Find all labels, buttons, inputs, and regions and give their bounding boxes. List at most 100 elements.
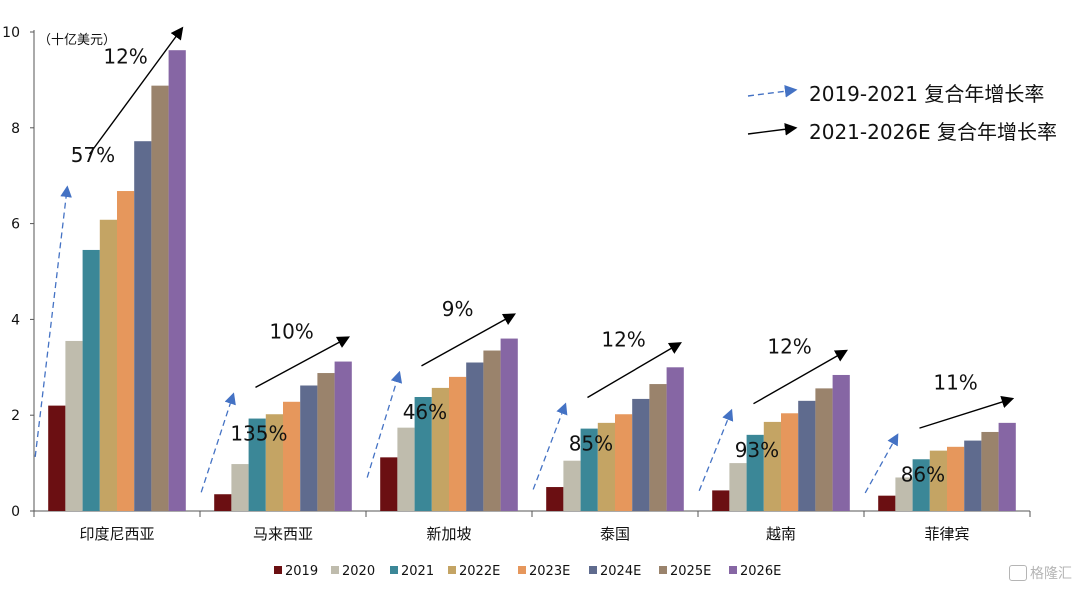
- y-tick-label: 8: [11, 121, 20, 137]
- legend-swatch: [390, 566, 398, 574]
- cagr-2019-2021-arrow: [366, 370, 403, 478]
- bar-2019-泰国: [546, 487, 564, 511]
- category-label: 泰国: [600, 525, 630, 543]
- bar-2021-菲律宾: [912, 459, 930, 511]
- bar-2023E-越南: [781, 413, 799, 511]
- bar-2025E-印度尼西亚: [151, 85, 169, 511]
- labels: 印度尼西亚 马来西亚 新加坡 泰国 越南 菲律宾 57% 12% 135% 10% 46% 9% 85%…: [71, 44, 978, 543]
- cagr-2021-2026e-label: 9%: [442, 297, 474, 321]
- cagr-2019-2021-label: 135%: [230, 422, 287, 446]
- cagr-2019-2021-arrow: [698, 408, 734, 492]
- y-tick-label: 6: [11, 217, 20, 233]
- cagr-2021-2026e-label: 12%: [601, 327, 645, 351]
- legend-label: 2025E: [670, 564, 711, 579]
- cagr-2019-2021-label: 46%: [403, 400, 447, 424]
- legend-label: 2022E: [459, 564, 500, 579]
- bar-2020-马来西亚: [231, 464, 249, 511]
- arrow-legend: 2019-2021 复合年增长率 2021-2026E 复合年增长率: [747, 82, 1057, 144]
- bar-2021-新加坡: [414, 396, 432, 511]
- legend-swatch: [448, 566, 456, 574]
- bar-2021-泰国: [580, 428, 598, 511]
- bar-2022E-菲律宾: [929, 450, 947, 511]
- bar-2023E-马来西亚: [283, 401, 301, 511]
- legend-label: 2019: [285, 564, 318, 579]
- y-tick-label: 2: [11, 408, 20, 424]
- bar-2026E-印度尼西亚: [168, 50, 186, 512]
- watermark-text: 格隆汇: [1030, 566, 1072, 582]
- bar-2023E-菲律宾: [947, 446, 965, 511]
- watermark: 格隆汇: [1009, 563, 1072, 583]
- legend-swatch: [274, 566, 282, 574]
- axes: 0 2 4 6 8 10: [2, 25, 1031, 520]
- bar-2026E-泰国: [666, 367, 684, 511]
- cagr-2021-2026e-arrow: [255, 336, 351, 389]
- bar-2020-泰国: [563, 460, 581, 511]
- unit-label: （十亿美元）: [38, 33, 116, 48]
- arrow-legend-label: 2019-2021 复合年增长率: [809, 82, 1044, 106]
- legend-swatch: [518, 566, 526, 574]
- cagr-2021-2026e-label: 12%: [767, 334, 811, 358]
- cagr-2019-2021-label: 57%: [71, 143, 115, 167]
- bar-2022E-马来西亚: [265, 414, 283, 511]
- bar-2022E-印度尼西亚: [99, 219, 117, 511]
- bar-2024E-菲律宾: [964, 440, 982, 511]
- bar-2023E-印度尼西亚: [117, 191, 135, 511]
- cagr-2021-2026e-label: 12%: [103, 44, 147, 68]
- bar-2022E-泰国: [597, 422, 615, 511]
- bar-2019-印度尼西亚: [48, 405, 66, 511]
- bars: [48, 50, 1016, 512]
- cagr-2019-2021-label: 85%: [569, 432, 613, 456]
- bar-2025E-菲律宾: [981, 431, 999, 511]
- bar-2024E-马来西亚: [300, 385, 318, 511]
- bar-2020-菲律宾: [895, 477, 913, 511]
- legend-swatch: [589, 566, 597, 574]
- bar-2026E-菲律宾: [998, 422, 1016, 511]
- bar-2019-马来西亚: [214, 494, 232, 511]
- bar-2019-菲律宾: [878, 495, 896, 511]
- cagr-2019-2021-arrow: [200, 392, 236, 493]
- legend-swatch: [729, 566, 737, 574]
- bar-2024E-泰国: [632, 398, 650, 511]
- category-label: 印度尼西亚: [79, 525, 154, 543]
- cagr-2021-2026e-arrow: [88, 26, 184, 155]
- legend-swatch: [659, 566, 667, 574]
- bar-2023E-泰国: [615, 414, 633, 511]
- cagr-2021-2026e-arrow: [421, 313, 517, 367]
- bar-2021-马来西亚: [248, 418, 266, 511]
- legend-label: 2026E: [740, 564, 781, 579]
- bar-2020-越南: [729, 463, 747, 511]
- y-tick-label: 0: [11, 504, 20, 520]
- bar-2022E-新加坡: [431, 387, 449, 511]
- bar-2019-新加坡: [380, 457, 398, 511]
- bar-2026E-马来西亚: [334, 361, 352, 511]
- legend-label: 2020: [342, 564, 375, 579]
- y-tick-label: 10: [2, 25, 20, 41]
- legend-swatch: [331, 566, 339, 574]
- cagr-arrows: [34, 26, 1015, 494]
- arrow-legend-symbol: [747, 85, 798, 98]
- series-legend: 2019 2020 2021 2022E 2023E 2024E 2025E 2026E: [274, 564, 781, 579]
- legend-label: 2024E: [600, 564, 641, 579]
- cagr-2021-2026e-arrow: [587, 342, 682, 399]
- watermark-logo-icon: [1009, 565, 1027, 581]
- legend-label: 2023E: [529, 564, 570, 579]
- bar-2025E-泰国: [649, 384, 667, 511]
- bar-2026E-越南: [832, 374, 850, 511]
- bar-2024E-新加坡: [466, 362, 484, 511]
- cagr-2019-2021-arrow: [34, 185, 72, 457]
- cagr-2021-2026e-label: 10%: [269, 320, 313, 344]
- cagr-2019-2021-arrow: [532, 402, 568, 490]
- bar-2021-越南: [746, 434, 764, 511]
- bar-2019-越南: [712, 490, 730, 511]
- bar-2021-印度尼西亚: [82, 249, 100, 511]
- legend-label: 2021: [401, 564, 434, 579]
- bar-2024E-印度尼西亚: [134, 141, 152, 511]
- arrow-legend-label: 2021-2026E 复合年增长率: [809, 120, 1057, 144]
- cagr-2019-2021-label: 86%: [901, 462, 945, 486]
- bar-2025E-新加坡: [483, 350, 501, 511]
- cagr-2021-2026e-arrow: [753, 349, 848, 405]
- bar-2026E-新加坡: [500, 338, 518, 511]
- category-label: 菲律宾: [924, 525, 969, 543]
- category-label: 马来西亚: [253, 525, 313, 543]
